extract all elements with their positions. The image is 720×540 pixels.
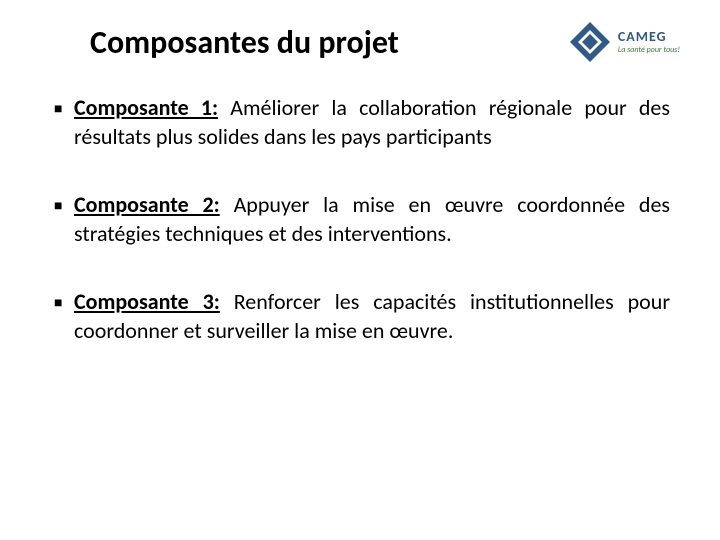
list-item: ■ Composante 1: Améliorer la collaborati…	[50, 94, 670, 151]
list-item: ■ Composante 3: Renforcer les capacités …	[50, 288, 670, 345]
item-text: Composante 3: Renforcer les capacités in…	[74, 288, 670, 345]
logo: CAMEG La santé pour tous!	[568, 20, 680, 64]
logo-tagline: La santé pour tous!	[618, 46, 680, 54]
bullet-icon: ■	[50, 191, 74, 221]
list-item: ■ Composante 2: Appuyer la mise en œuvre…	[50, 191, 670, 248]
bullet-icon: ■	[50, 94, 74, 124]
body: ■ Composante 1: Améliorer la collaborati…	[40, 94, 680, 346]
slide-title: Composantes du projet	[90, 23, 399, 62]
bullet-icon: ■	[50, 288, 74, 318]
logo-name: CAMEG	[618, 30, 680, 44]
diamond-icon	[568, 20, 612, 64]
item-text: Composante 2: Appuyer la mise en œuvre c…	[74, 191, 670, 248]
item-text: Composante 1: Améliorer la collaboration…	[74, 94, 670, 151]
